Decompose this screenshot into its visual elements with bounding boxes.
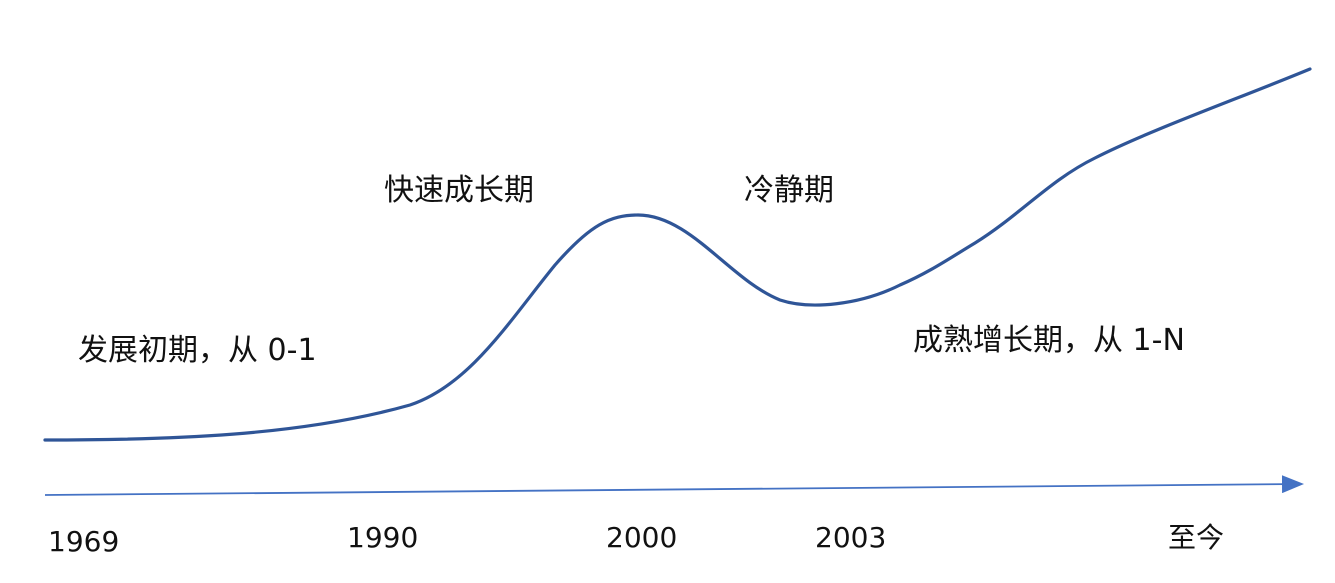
phase-label-mature-growth: 成熟增长期，从 1-N (913, 323, 1185, 358)
timeline-tick-2003: 2003 (815, 521, 887, 554)
timeline-axis (44, 475, 1304, 496)
phase-label-rapid-growth: 快速成长期 (384, 173, 534, 208)
phase-label-calm: 冷静期 (744, 173, 834, 208)
timeline-tick-present: 至今 (1168, 521, 1225, 554)
timeline-tick-2000: 2000 (606, 521, 678, 554)
growth-curve (43, 67, 1312, 442)
timeline-tick-1990: 1990 (347, 521, 419, 554)
timeline-tick-1969: 1969 (48, 525, 120, 558)
phase-label-initial: 发展初期，从 0-1 (78, 333, 317, 368)
